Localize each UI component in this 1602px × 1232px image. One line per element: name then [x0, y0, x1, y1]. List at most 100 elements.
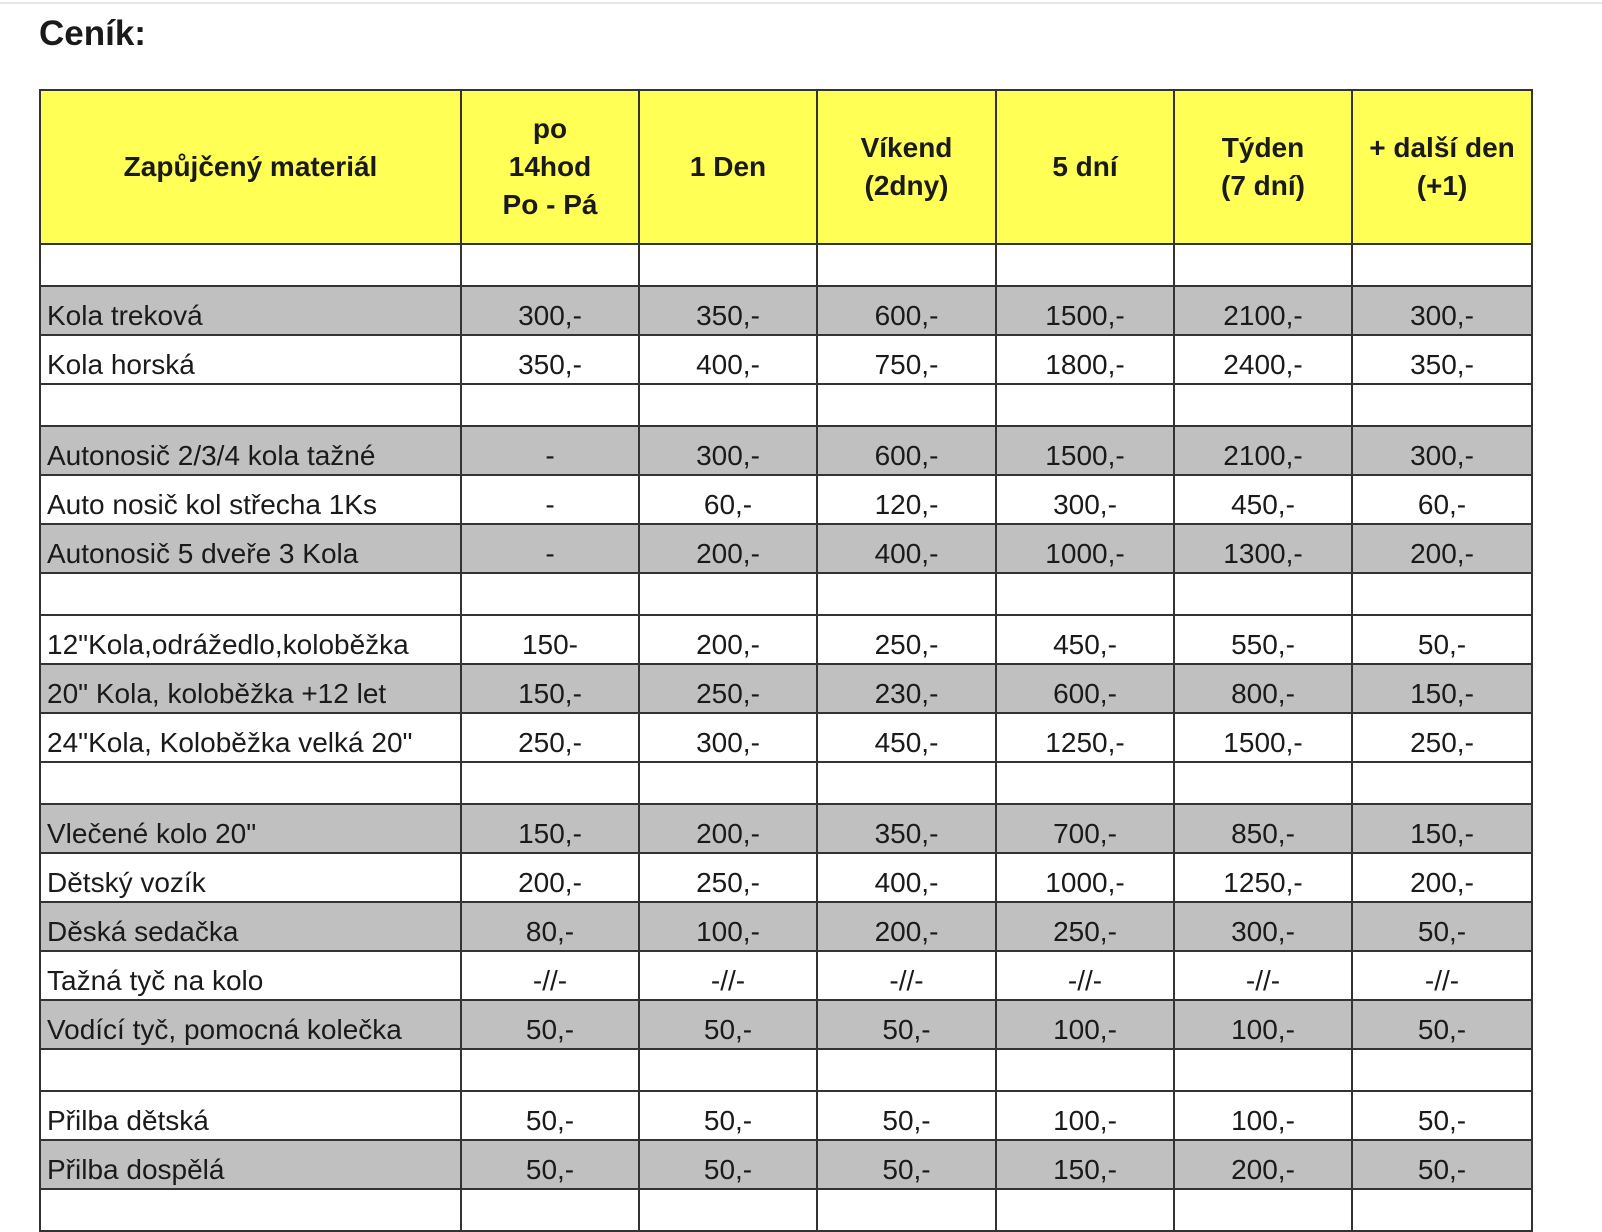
- price-table: Zapůjčený materiál po 14hod Po - Pá 1 Den V…: [39, 89, 1533, 1232]
- price-cell: 800,-: [1173, 663, 1353, 714]
- price-cell: [816, 243, 997, 287]
- price-cell: [460, 383, 640, 427]
- spacer-row: [39, 1048, 1533, 1092]
- price-cell: 300,-: [460, 285, 640, 336]
- price-cell: 600,-: [816, 425, 997, 476]
- price-cell: -//-: [460, 950, 640, 1001]
- price-cell: 50,-: [1351, 999, 1533, 1050]
- price-cell: 230,-: [816, 663, 997, 714]
- price-cell: 2100,-: [1173, 425, 1353, 476]
- price-cell: -//-: [816, 950, 997, 1001]
- table-row: Vodící tyč, pomocná kolečka 50,- 50,- 50,- 1…: [39, 999, 1533, 1050]
- price-cell: 1000,-: [995, 523, 1175, 574]
- price-cell: 80,-: [460, 901, 640, 952]
- item-name-cell: [39, 572, 462, 616]
- table-row: 20" Kola, koloběžka +12 let 150,- 250,- 230…: [39, 663, 1533, 714]
- price-cell: [460, 1188, 640, 1232]
- price-cell: 450,-: [816, 712, 997, 763]
- item-name-cell: Vlečené kolo 20": [39, 803, 462, 854]
- price-cell: 50,-: [460, 1090, 640, 1141]
- item-name-cell: Přilba dětská: [39, 1090, 462, 1141]
- price-cell: [1351, 1048, 1533, 1092]
- price-cell: 1800,-: [995, 334, 1175, 385]
- price-cell: 100,-: [638, 901, 818, 952]
- item-name-cell: [39, 761, 462, 805]
- price-cell: 150-: [460, 614, 640, 665]
- price-cell: 300,-: [1351, 285, 1533, 336]
- price-cell: 60,-: [1351, 474, 1533, 525]
- item-name-cell: Vodící tyč, pomocná kolečka: [39, 999, 462, 1050]
- price-cell: 200,-: [638, 614, 818, 665]
- price-cell: [1173, 383, 1353, 427]
- price-cell: 150,-: [995, 1139, 1175, 1190]
- price-cell: 200,-: [638, 523, 818, 574]
- table-row: Přilba dospělá 50,- 50,- 50,- 150,- 200,- 50,-: [39, 1139, 1533, 1190]
- price-cell: 60,-: [638, 474, 818, 525]
- price-cell: [460, 1048, 640, 1092]
- price-cell: [995, 383, 1175, 427]
- price-cell: [1173, 572, 1353, 616]
- price-cell: 100,-: [1173, 999, 1353, 1050]
- price-cell: [1173, 761, 1353, 805]
- item-name-cell: Autonosič 5 dveře 3 Kola: [39, 523, 462, 574]
- price-cell: 1500,-: [995, 285, 1175, 336]
- price-cell: 50,-: [638, 1090, 818, 1141]
- price-cell: [1173, 1048, 1353, 1092]
- table-row: 24"Kola, Koloběžka velká 20" 250,- 300,- 45…: [39, 712, 1533, 763]
- price-cell: 50,-: [1351, 901, 1533, 952]
- price-cell: -//-: [1173, 950, 1353, 1001]
- price-cell: 150,-: [460, 663, 640, 714]
- price-cell: 600,-: [816, 285, 997, 336]
- spacer-row: [39, 761, 1533, 805]
- price-cell: 120,-: [816, 474, 997, 525]
- price-cell: 200,-: [816, 901, 997, 952]
- price-cell: 50,-: [460, 1139, 640, 1190]
- price-cell: 150,-: [460, 803, 640, 854]
- item-name-cell: Kola horská: [39, 334, 462, 385]
- spacer-row: [39, 572, 1533, 616]
- table-row: Tažná tyč na kolo -//- -//- -//- -//- -//- -//…: [39, 950, 1533, 1001]
- table-row: Děská sedačka 80,- 100,- 200,- 250,- 300,- 50,…: [39, 901, 1533, 952]
- table-row: Přilba dětská 50,- 50,- 50,- 100,- 100,- 50,-: [39, 1090, 1533, 1141]
- spacer-row: [39, 1188, 1533, 1232]
- price-cell: 350,-: [638, 285, 818, 336]
- price-cell: [1173, 1188, 1353, 1232]
- price-cell: 50,-: [816, 1090, 997, 1141]
- price-cell: [995, 1188, 1175, 1232]
- price-cell: [460, 572, 640, 616]
- price-cell: [816, 383, 997, 427]
- price-cell: 250,-: [460, 712, 640, 763]
- item-name-cell: Dětský vozík: [39, 852, 462, 903]
- item-name-cell: 24"Kola, Koloběžka velká 20": [39, 712, 462, 763]
- price-cell: [638, 572, 818, 616]
- price-cell: [816, 1188, 997, 1232]
- price-cell: 300,-: [995, 474, 1175, 525]
- page-title: Ceník:: [39, 14, 146, 53]
- price-cell: -//-: [638, 950, 818, 1001]
- price-cell: -: [460, 474, 640, 525]
- item-name-cell: Kola treková: [39, 285, 462, 336]
- price-cell: -: [460, 425, 640, 476]
- table-row: Dětský vozík 200,- 250,- 400,- 1000,- 1250,- 2…: [39, 852, 1533, 903]
- item-name-cell: [39, 1188, 462, 1232]
- price-cell: 250,-: [1351, 712, 1533, 763]
- price-cell: [816, 761, 997, 805]
- price-cell: 350,-: [816, 803, 997, 854]
- price-cell: 2400,-: [1173, 334, 1353, 385]
- price-cell: 50,-: [816, 999, 997, 1050]
- price-cell: [1351, 243, 1533, 287]
- price-cell: 450,-: [995, 614, 1175, 665]
- price-cell: [1351, 1188, 1533, 1232]
- price-cell: 50,-: [638, 1139, 818, 1190]
- price-cell: 100,-: [1173, 1090, 1353, 1141]
- column-header: 1 Den: [638, 89, 818, 245]
- price-cell: 700,-: [995, 803, 1175, 854]
- table-row: Vlečené kolo 20" 150,- 200,- 350,- 700,- 850,…: [39, 803, 1533, 854]
- price-cell: 1500,-: [995, 425, 1175, 476]
- price-cell: [460, 761, 640, 805]
- price-cell: 1500,-: [1173, 712, 1353, 763]
- price-cell: 250,-: [816, 614, 997, 665]
- header-row: Zapůjčený materiál po 14hod Po - Pá 1 Den V…: [39, 89, 1533, 245]
- table-row: Kola horská 350,- 400,- 750,- 1800,- 2400,- 35…: [39, 334, 1533, 385]
- table-row: 12"Kola,odrážedlo,koloběžka 150- 200,- 250,…: [39, 614, 1533, 665]
